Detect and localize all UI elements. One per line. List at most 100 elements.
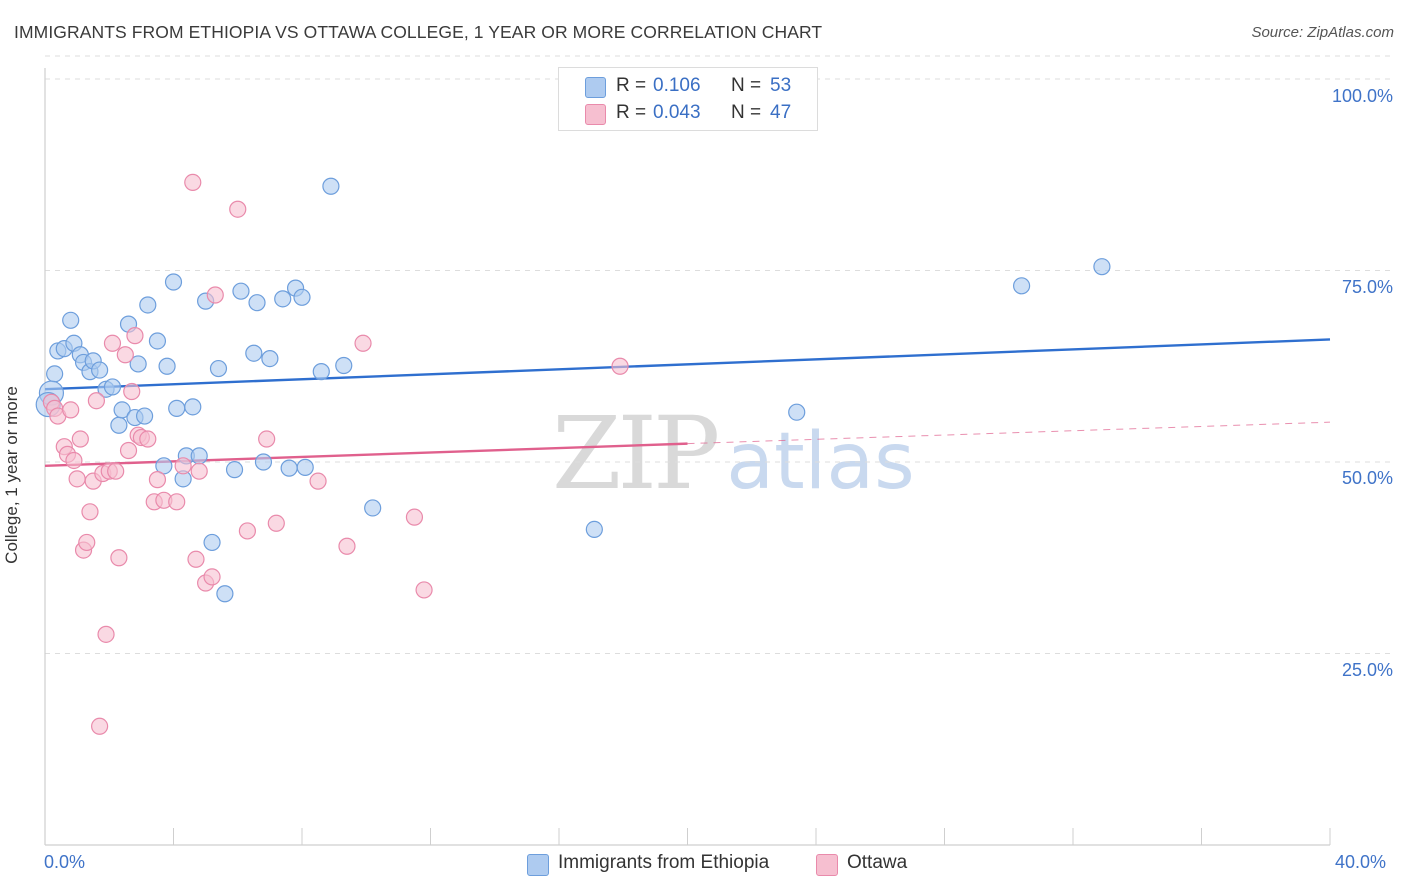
legend-r-label: R = — [616, 102, 647, 123]
data-point — [296, 458, 314, 476]
correlation-legend: R = 0.106 N = 53 R = 0.043 N = 47 — [558, 67, 818, 131]
watermark: ZIP atlas — [552, 395, 915, 512]
data-point — [184, 398, 202, 416]
data-point — [91, 361, 109, 379]
data-point — [203, 533, 221, 552]
bottom-legend-label-ethiopia: Immigrants from Ethiopia — [558, 852, 770, 873]
data-point — [126, 327, 144, 345]
legend-n-label: N = — [731, 75, 762, 96]
data-point — [97, 625, 115, 643]
data-point — [168, 493, 186, 511]
data-point — [248, 294, 266, 312]
data-point — [203, 568, 221, 586]
legend-n-value: 53 — [770, 75, 792, 96]
legend-n-value: 47 — [770, 102, 792, 123]
data-point — [611, 357, 629, 375]
data-point — [119, 441, 138, 460]
data-point — [46, 365, 64, 383]
data-point — [110, 416, 128, 434]
data-point — [158, 357, 176, 375]
data-point — [254, 453, 273, 471]
data-point — [116, 346, 134, 364]
trend-line — [44, 338, 1331, 391]
data-point — [322, 177, 340, 195]
data-point — [81, 503, 99, 521]
data-point — [206, 286, 224, 304]
trend-line — [44, 442, 688, 468]
data-point — [225, 461, 244, 479]
data-point — [788, 403, 806, 421]
data-point — [312, 363, 330, 381]
legend-r-value: 0.106 — [653, 75, 701, 96]
data-point — [232, 282, 250, 300]
data-point — [110, 549, 128, 567]
data-point — [62, 311, 80, 329]
data-point — [267, 514, 285, 532]
data-point — [245, 344, 263, 362]
x-tick-label-min: 0.0% — [44, 852, 86, 872]
data-point — [209, 359, 228, 378]
data-point — [135, 407, 154, 425]
data-point — [107, 462, 125, 480]
y-tick-label-50: 50.0% — [1341, 468, 1393, 488]
data-point — [123, 382, 141, 401]
bottom-legend-label-ottawa: Ottawa — [847, 852, 908, 873]
legend-n-label: N = — [731, 102, 762, 123]
legend-r-label: R = — [616, 75, 647, 96]
data-point — [184, 173, 202, 192]
data-point — [258, 430, 276, 448]
data-point — [129, 355, 147, 373]
chart-title: IMMIGRANTS FROM ETHIOPIA VS OTTAWA COLLE… — [14, 22, 823, 42]
legend-r-value: 0.043 — [653, 102, 701, 123]
data-point — [68, 470, 86, 488]
data-point — [148, 471, 167, 489]
data-point — [354, 334, 372, 352]
data-point — [113, 401, 131, 419]
data-point — [71, 430, 89, 448]
source-label: Source: ZipAtlas.com — [1251, 24, 1394, 41]
data-point — [274, 290, 292, 308]
data-point — [1012, 277, 1031, 295]
data-point — [335, 356, 353, 375]
data-point — [585, 520, 603, 539]
watermark-zip: ZIP — [552, 395, 720, 512]
legend-swatch-ethiopia — [585, 77, 606, 98]
data-point — [168, 399, 186, 417]
data-point — [187, 550, 205, 568]
data-point — [190, 447, 208, 465]
data-point — [190, 462, 208, 480]
data-point — [139, 430, 157, 448]
data-point — [103, 378, 122, 396]
data-point — [309, 472, 327, 490]
data-point — [148, 332, 167, 350]
data-point — [261, 349, 279, 368]
data-point — [65, 451, 83, 470]
data-point — [238, 522, 256, 540]
trend-line — [687, 421, 1331, 445]
data-point — [338, 537, 356, 555]
data-point — [405, 508, 424, 526]
data-point — [1093, 258, 1111, 276]
y-tick-label-100: 100.0% — [1331, 86, 1393, 106]
x-tick-label-max: 40.0% — [1335, 852, 1387, 872]
data-point — [216, 585, 234, 603]
data-point — [164, 273, 183, 291]
legend-swatch-ottawa — [585, 104, 606, 125]
data-point — [91, 717, 109, 735]
data-point — [62, 401, 80, 419]
data-point — [103, 334, 122, 352]
data-point — [174, 457, 192, 475]
data-point — [155, 457, 173, 475]
bottom-legend-swatch-ethiopia — [527, 854, 549, 876]
data-point — [87, 392, 106, 410]
data-point — [364, 499, 382, 517]
data-point — [78, 533, 96, 552]
y-axis-label: College, 1 year or more — [2, 386, 21, 564]
y-tick-label-25: 25.0% — [1341, 660, 1393, 680]
data-point — [229, 200, 247, 218]
data-point — [293, 288, 311, 306]
bottom-legend-swatch-ottawa — [816, 854, 838, 876]
y-tick-label-75: 75.0% — [1341, 277, 1393, 297]
data-point — [415, 581, 433, 599]
data-point — [280, 459, 298, 477]
